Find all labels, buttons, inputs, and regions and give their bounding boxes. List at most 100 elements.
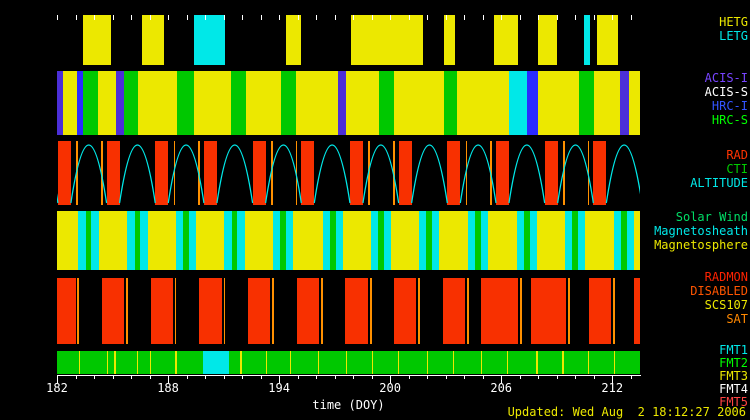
label-rad: RAD [726,148,748,162]
segment-green [280,211,286,270]
top-axis-tick [131,15,133,20]
segment-red [349,141,363,205]
label-magnetosheath: Magnetosheath [654,224,748,238]
segment-green [329,211,336,270]
segment-yellow [493,15,518,65]
segment-green [378,211,384,270]
x-tick-label: 212 [601,381,624,395]
segment-green [231,211,238,270]
segment-red [634,278,640,344]
segment-red [101,278,125,344]
altitude-arc [605,144,640,204]
label-letg: LETG [719,29,748,43]
segment-red [345,278,368,344]
segment-cyan [431,211,440,270]
segment-green [379,71,394,135]
segment-yellow [351,15,424,65]
segment-cyan [627,211,635,270]
altitude-arc [264,144,302,204]
segment-cyan [418,211,427,270]
segment-green [524,211,530,270]
segment-cyan [529,211,538,270]
segment-red [398,141,412,205]
segment-red [544,141,558,205]
segment-orange [174,278,177,344]
segment-cyan [480,211,489,270]
top-axis-tick [205,15,207,20]
x-axis-tick [538,375,540,379]
x-axis-title: time (DOY) [312,398,385,412]
segment-cyan [140,211,148,270]
label-sat: SAT [726,312,748,326]
segment-cyan [516,211,525,270]
segment-red [480,278,518,344]
top-axis-tick [538,15,540,20]
x-axis-tick [149,375,151,379]
x-axis-tick [612,375,614,383]
segment-orange [567,278,570,344]
segment-red [530,278,566,344]
segment-yellow [371,351,373,374]
segment-red [588,278,611,344]
top-axis-tick [57,15,58,20]
top-axis-tick [408,15,410,20]
altitude-arc [57,193,59,204]
segment-cyan [127,211,135,270]
x-axis-tick [131,375,133,379]
segment-yellow [317,351,320,374]
x-axis-tick [427,375,429,379]
x-axis-tick [316,375,318,379]
segment-purple [116,71,124,135]
band-radmon [57,278,640,344]
segment-green [578,71,594,135]
segment-green [443,71,457,135]
top-axis-tick [371,15,373,20]
segment-cyan [78,211,86,270]
band-gratings [57,15,640,65]
segment-orange [77,278,80,344]
segment-orange [519,278,522,344]
segment-red [150,278,173,344]
altitude-arc [118,144,156,204]
top-axis-tick [630,15,632,20]
top-axis-tick [334,15,336,20]
x-axis-tick [242,375,244,379]
segment-yellow [286,15,302,65]
segment-red [155,141,169,205]
x-axis-tick [112,375,114,379]
segment-orange [563,141,565,205]
altitude-arc [216,144,254,204]
top-axis-tick [501,15,503,20]
segment-yellow [136,351,138,374]
top-axis-tick [519,15,521,20]
top-axis-tick [75,15,77,20]
top-axis-tick [556,15,558,20]
top-axis-tick [94,15,96,20]
segment-cyan [224,211,232,270]
label-radmon: RADMON [704,270,748,284]
top-axis-tick [168,15,170,20]
segment-yellow [536,351,538,374]
segment-red [199,278,222,344]
top-axis-tick [445,15,447,20]
x-axis-line [57,375,641,376]
x-axis-tick [353,375,355,379]
segment-green [426,211,432,270]
altitude-arc [410,144,448,204]
segment-orange [76,141,78,205]
segment-green [621,211,628,270]
top-axis-tick [260,15,262,20]
segment-red [301,141,315,205]
altitude-arc [459,144,497,204]
segment-yellow [290,351,292,374]
top-axis-tick [242,15,244,20]
segment-cyan [272,211,280,270]
label-altitude: ALTITUDE [690,176,748,190]
segment-red [394,278,417,344]
segment-cyan [203,351,230,374]
x-axis-tick [75,375,77,379]
altitude-arc [313,144,351,204]
segment-yellow [114,351,116,374]
top-axis-tick [482,15,484,20]
